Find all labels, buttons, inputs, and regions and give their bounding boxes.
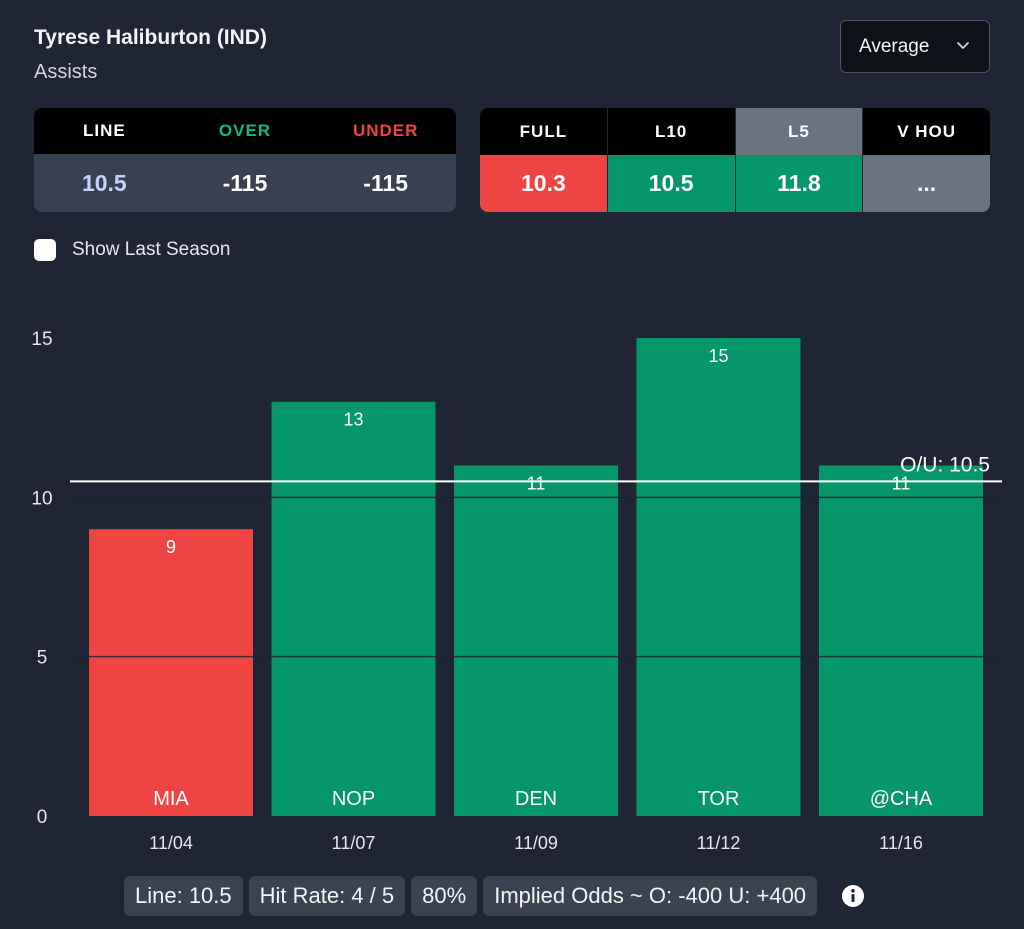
odds-value-under: -115 [363,169,409,196]
bar [636,338,801,816]
average-tab-label: V HOU [863,108,990,155]
bar-value-label: 15 [708,346,728,366]
dropdown-value: Average [859,35,930,57]
bar [271,401,436,816]
average-tab-full[interactable]: FULL 10.3 [480,108,607,212]
bar-opponent-label: @CHA [870,788,933,810]
odds-value-over: -115 [222,169,268,196]
assists-bar-chart: 0 5 10 15 9 13 11 15 11 MIA NOP DEN TOR @CHA 11/04 11/0… [31,329,1002,853]
bar-opponent-label: NOP [332,788,375,810]
average-tab-v-hou[interactable]: V HOU... [862,108,990,212]
bar-value-label: 11 [527,473,546,493]
bar [819,465,983,816]
x-tick-label: 11/04 [149,833,193,853]
averages-card: FULL 10.3 L10 10.5 L5 11.8 V HOU... [480,108,990,212]
bar-opponent-label: TOR [698,788,740,810]
odds-header-under: UNDER [352,121,419,140]
average-dropdown[interactable]: Average [840,20,990,73]
y-tick-label: 15 [31,329,52,350]
odds-card: LINE OVER UNDER 10.5 -115 -115 [34,108,456,212]
summary-bar: Line: 10.5 Hit Rate: 4 / 5 80% Implied O… [124,876,865,916]
x-tick-label: 11/16 [879,833,923,853]
odds-value-line: 10.5 [81,169,127,196]
bar-value-label: 9 [166,537,176,557]
chevron-down-icon [957,42,969,49]
average-tab-label: L5 [735,108,863,155]
show-last-season-label: Show Last Season [72,239,231,260]
x-tick-label: 11/12 [697,833,741,853]
average-tab-value: 11.8 [735,155,863,212]
hit-rate-pill: Hit Rate: 4 / 5 [248,876,406,916]
bar-opponent-label: DEN [515,788,557,810]
x-tick-label: 11/09 [514,833,558,853]
hit-percent-pill: 80% [411,876,478,916]
average-tab-l5[interactable]: L5 11.8 [734,108,863,212]
bar-opponent-label: MIA [153,788,189,810]
bar [89,529,253,816]
show-last-season-toggle[interactable]: Show Last Season [34,239,230,261]
average-tab-value: 10.5 [607,155,735,212]
implied-odds-pill: Implied Odds ~ O: -400 U: +400 [483,876,818,916]
y-tick-label: 10 [31,488,52,509]
bar-value-label: 13 [343,410,363,430]
show-last-season-checkbox[interactable] [34,239,56,261]
average-tab-value: ... [863,155,990,212]
odds-header-over: OVER [218,121,272,140]
y-tick-label: 0 [37,807,48,828]
bar-value-label: 11 [892,473,911,493]
y-tick-label: 5 [37,648,48,669]
info-icon[interactable] [841,884,865,908]
x-tick-label: 11/07 [332,833,376,853]
line-pill: Line: 10.5 [124,876,243,916]
bar [454,465,618,816]
odds-header-row: LINE OVER UNDER [34,108,456,154]
player-name: Tyrese Haliburton (IND) [34,26,267,49]
odds-value-row: 10.5 -115 -115 [34,154,456,212]
ou-line-label: O/U: 10.5 [900,453,990,476]
average-tab-label: L10 [607,108,735,155]
stat-name: Assists [34,61,98,83]
average-tab-l10[interactable]: L10 10.5 [606,108,735,212]
average-tab-value: 10.3 [480,155,607,212]
average-tab-label: FULL [480,108,607,155]
odds-header-line: LINE [82,121,126,140]
